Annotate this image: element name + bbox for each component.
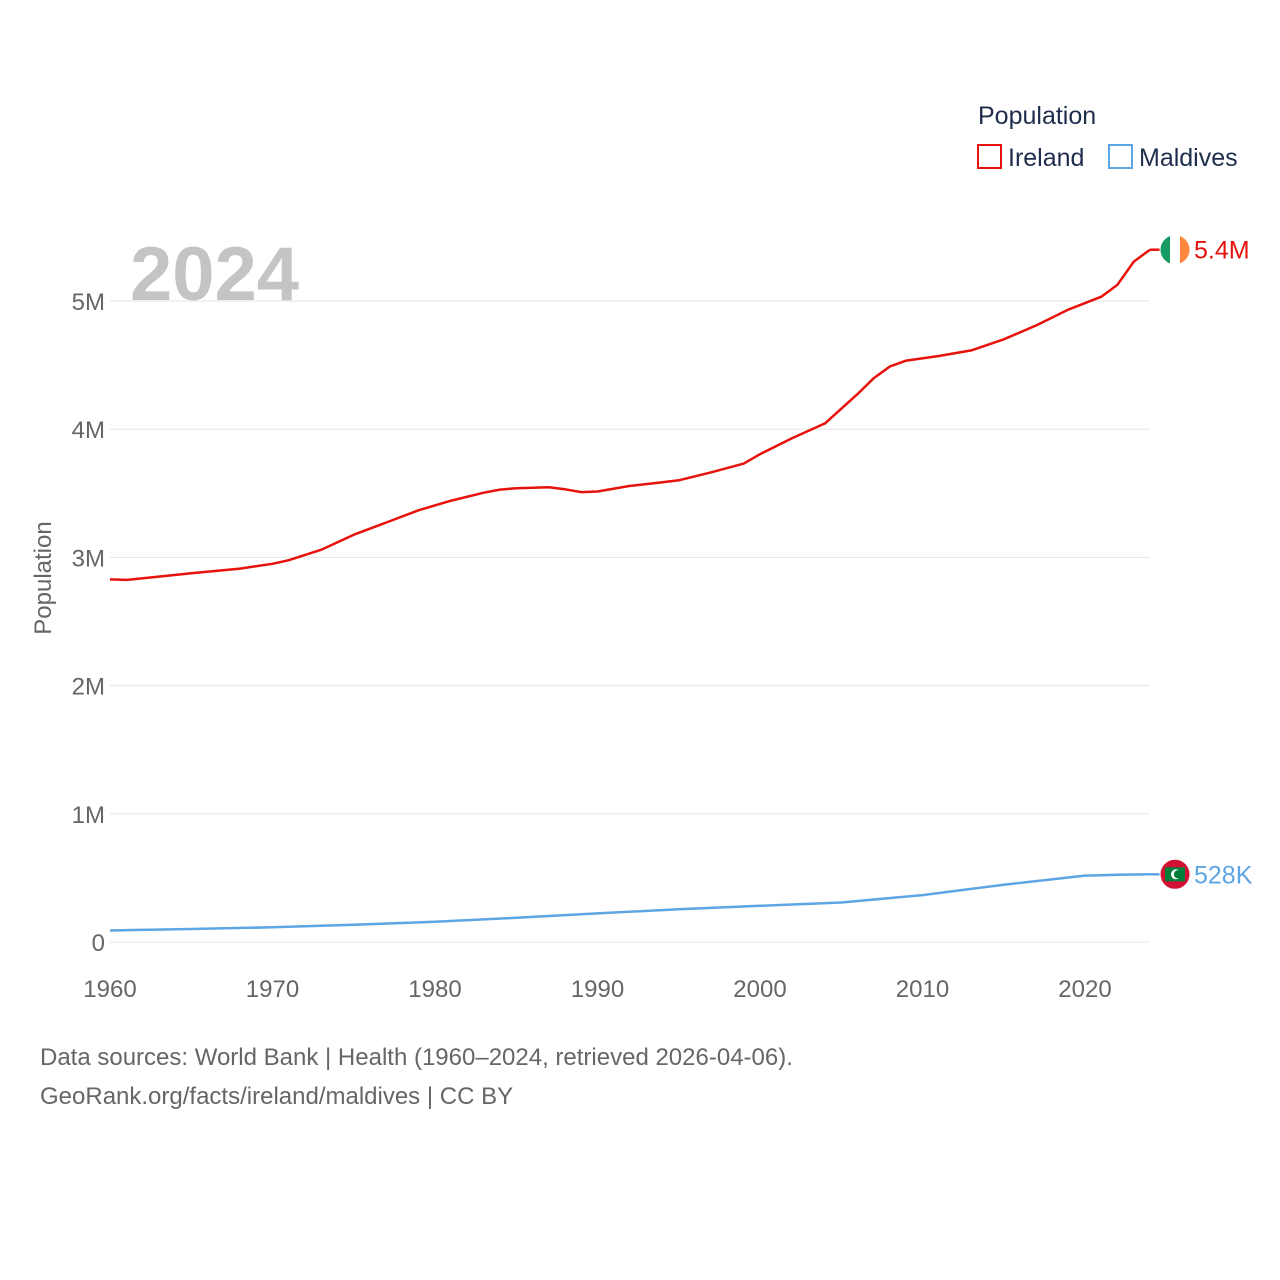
y-tick-0: 0: [92, 930, 105, 957]
y-tick-2M: 2M: [72, 674, 105, 701]
population-chart: 2024 0 1M 2M 3M 4M 5M 1960 1970 1980 1990 2000 201…: [30, 102, 1253, 1003]
x-tick-2020: 2020: [1058, 976, 1111, 1003]
x-axis-ticks: 1960 1970 1980 1990 2000 2010 2020: [83, 976, 1111, 1003]
y-axis-ticks: 0 1M 2M 3M 4M 5M: [72, 289, 105, 957]
series-line-ireland: [109, 248, 1151, 582]
x-tick-1960: 1960: [83, 976, 136, 1003]
maldives-flag-icon: [1159, 858, 1191, 890]
series-line-maldives: [109, 873, 1151, 932]
end-label-ireland: 5.4M: [1194, 237, 1250, 265]
y-tick-3M: 3M: [72, 545, 105, 572]
footer-license: GeoRank.org/facts/ireland/maldives | CC …: [40, 1083, 514, 1110]
legend: Population Ireland Maldives: [977, 102, 1238, 172]
x-tick-2010: 2010: [896, 976, 949, 1003]
legend-label-ireland: Ireland: [1008, 144, 1084, 172]
footer-sources: Data sources: World Bank | Health (1960–…: [40, 1044, 793, 1071]
legend-label-maldives: Maldives: [1139, 144, 1238, 172]
series-lines: [109, 248, 1151, 932]
y-tick-5M: 5M: [72, 289, 105, 316]
legend-title: Population: [978, 102, 1096, 130]
x-tick-1990: 1990: [571, 976, 624, 1003]
y-axis-label: Population: [30, 521, 57, 634]
legend-item-ireland[interactable]: Ireland: [977, 144, 1084, 172]
y-tick-4M: 4M: [72, 417, 105, 444]
x-tick-1970: 1970: [246, 976, 299, 1003]
y-tick-1M: 1M: [72, 802, 105, 829]
x-tick-1980: 1980: [408, 976, 461, 1003]
legend-item-maldives[interactable]: Maldives: [1108, 144, 1238, 172]
year-label: 2024: [130, 232, 299, 317]
legend-swatch-maldives: [1108, 144, 1133, 169]
ireland-flag-icon: [1159, 234, 1191, 266]
end-label-maldives: 528K: [1194, 861, 1253, 889]
x-tick-2000: 2000: [733, 976, 786, 1003]
gridlines: [110, 300, 1150, 943]
series-end-markers: 5.4M 528K: [1150, 234, 1253, 890]
legend-swatch-ireland: [977, 144, 1002, 169]
